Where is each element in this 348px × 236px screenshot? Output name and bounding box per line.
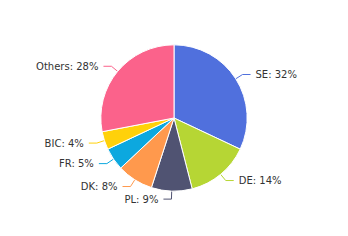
svg-text:FR: 5%: FR: 5% [59,158,94,169]
svg-text:BIC: 4%: BIC: 4% [45,138,84,149]
svg-text:SE: 32%: SE: 32% [256,69,297,80]
svg-text:Others: 28%: Others: 28% [36,61,98,72]
svg-text:DE: 14%: DE: 14% [239,175,282,186]
svg-text:DK: 8%: DK: 8% [81,181,118,192]
svg-text:PL: 9%: PL: 9% [124,194,158,205]
